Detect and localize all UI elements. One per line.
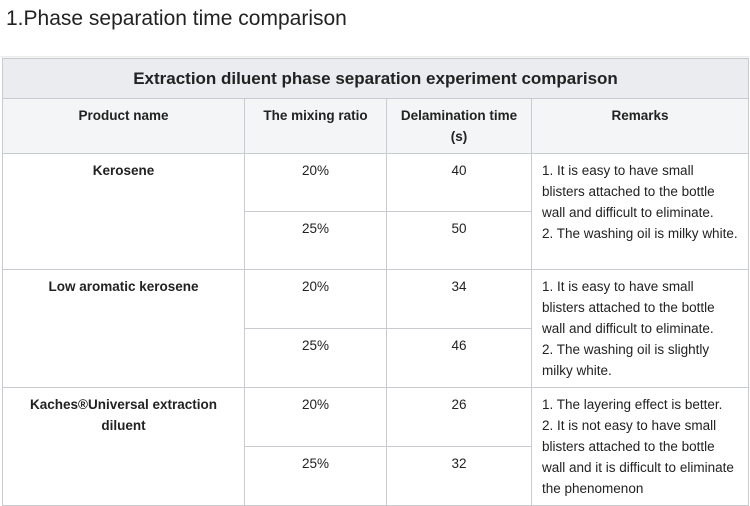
table-row: 25% 50 xyxy=(3,211,749,270)
remark-item: 1. It is easy to have small blisters att… xyxy=(542,279,715,336)
page-title: 1.Phase separation time comparison xyxy=(6,7,347,30)
remarks: 1. The layering effect is better. 2. It i… xyxy=(531,387,749,506)
delamination-time: 26 xyxy=(386,387,532,447)
comparison-table: Extraction diluent phase separation expe… xyxy=(2,58,749,506)
delamination-time: 50 xyxy=(386,211,532,270)
column-header: Delamination time (s) xyxy=(386,98,532,154)
product-name: Kerosene xyxy=(2,153,245,270)
mixing-ratio: 25% xyxy=(244,328,387,388)
table-row: 25% 32 xyxy=(3,446,749,506)
remarks: 1. It is easy to have small blisters att… xyxy=(531,269,749,388)
remarks: 1. It is easy to have small blisters att… xyxy=(531,153,749,270)
table-caption: Extraction diluent phase separation expe… xyxy=(2,58,749,98)
mixing-ratio: 25% xyxy=(244,211,387,270)
remark-item: 1. It is easy to have small blisters att… xyxy=(542,163,715,220)
mixing-ratio: 25% xyxy=(244,446,387,506)
product-name: Low aromatic kerosene xyxy=(2,269,245,388)
product-name: Kaches®Universal extraction diluent xyxy=(2,387,245,506)
column-header: Remarks xyxy=(531,98,749,154)
heading-bar: 1.Phase separation time comparison xyxy=(0,0,750,56)
remark-item: 2. It is not easy to have small blisters… xyxy=(542,418,734,496)
remark-item: 1. The layering effect is better. xyxy=(542,397,723,412)
table-row: Kerosene 20% 40 1. It is easy to have small… xyxy=(2,153,749,270)
table-row: Low aromatic kerosene 20% 34 1. It is easy … xyxy=(2,269,749,388)
table-row: 25% 46 xyxy=(3,328,749,388)
header-row: Product name The mixing ratio Delamination… xyxy=(2,98,749,154)
mixing-ratio: 20% xyxy=(244,153,387,212)
delamination-time: 34 xyxy=(386,269,532,329)
table-row: Kaches®Universal extraction diluent 20% 26… xyxy=(2,387,749,506)
remark-item: 2. The washing oil is slightly milky whi… xyxy=(542,342,710,378)
remark-item: 2. The washing oil is milky white. xyxy=(542,226,738,241)
delamination-time: 32 xyxy=(386,446,532,506)
column-header: Product name xyxy=(2,98,245,154)
delamination-time: 40 xyxy=(386,153,532,212)
mixing-ratio: 20% xyxy=(244,387,387,447)
column-header: The mixing ratio xyxy=(244,98,387,154)
delamination-time: 46 xyxy=(386,328,532,388)
mixing-ratio: 20% xyxy=(244,269,387,329)
